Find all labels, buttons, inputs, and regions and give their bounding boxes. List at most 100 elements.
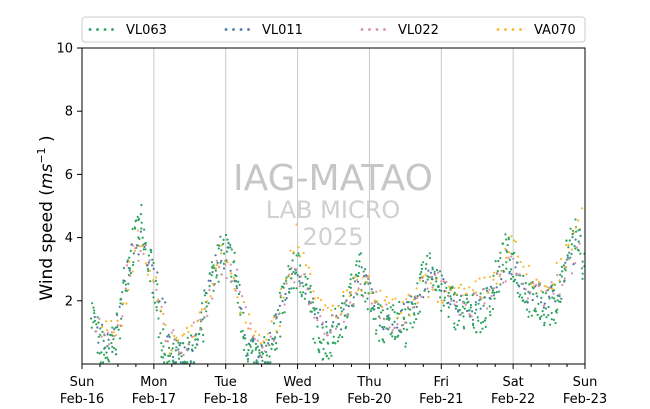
data-point bbox=[134, 227, 137, 230]
data-point bbox=[151, 258, 154, 261]
data-point bbox=[280, 287, 283, 291]
data-point bbox=[415, 305, 418, 308]
data-point bbox=[96, 351, 99, 354]
data-point bbox=[397, 312, 400, 315]
data-point bbox=[93, 319, 96, 322]
data-point bbox=[101, 323, 104, 326]
data-point bbox=[406, 306, 410, 309]
data-point bbox=[253, 361, 256, 364]
data-point bbox=[208, 288, 211, 292]
data-point bbox=[357, 287, 360, 290]
data-point bbox=[240, 330, 243, 333]
data-point bbox=[500, 278, 503, 281]
data-point bbox=[308, 287, 311, 290]
data-point bbox=[248, 313, 251, 316]
data-point bbox=[271, 343, 274, 346]
data-point bbox=[138, 245, 141, 248]
data-point bbox=[233, 251, 236, 254]
data-point bbox=[256, 345, 259, 348]
data-point bbox=[345, 299, 348, 302]
data-point bbox=[330, 354, 333, 357]
data-point bbox=[283, 303, 286, 306]
data-point bbox=[458, 299, 461, 302]
data-point bbox=[269, 335, 272, 338]
data-point bbox=[155, 276, 158, 279]
data-point bbox=[468, 286, 471, 289]
data-point bbox=[174, 338, 177, 341]
data-point bbox=[429, 276, 432, 279]
data-point bbox=[167, 346, 171, 349]
data-point bbox=[573, 245, 576, 248]
data-point bbox=[542, 304, 546, 307]
legend-marker-VA070 bbox=[496, 28, 500, 31]
data-point bbox=[192, 361, 196, 364]
data-point bbox=[418, 279, 421, 282]
data-point bbox=[187, 343, 190, 346]
y-axis-label-unit: ms bbox=[37, 164, 57, 190]
data-point bbox=[284, 278, 288, 281]
data-point bbox=[364, 300, 367, 303]
data-point bbox=[493, 271, 496, 274]
data-point bbox=[229, 246, 232, 249]
data-point bbox=[312, 290, 315, 293]
data-point bbox=[379, 304, 382, 307]
data-point bbox=[297, 246, 300, 249]
data-point bbox=[137, 253, 140, 256]
data-point bbox=[340, 302, 344, 305]
data-point bbox=[545, 316, 548, 319]
data-point bbox=[211, 266, 214, 269]
data-point bbox=[510, 235, 513, 238]
data-point bbox=[156, 300, 159, 303]
data-point bbox=[258, 351, 261, 355]
data-point bbox=[470, 315, 473, 318]
data-point bbox=[208, 285, 211, 288]
data-point bbox=[504, 247, 507, 250]
data-point bbox=[166, 340, 169, 343]
data-point bbox=[535, 283, 538, 286]
data-point bbox=[313, 313, 316, 316]
data-point bbox=[410, 295, 413, 298]
data-point bbox=[396, 323, 399, 326]
data-point bbox=[548, 297, 551, 300]
data-point bbox=[355, 260, 358, 263]
data-point bbox=[274, 313, 277, 316]
watermark: IAG-MATAO LAB MICRO 2025 bbox=[233, 158, 433, 251]
data-point bbox=[247, 327, 250, 330]
data-point bbox=[510, 268, 513, 271]
data-point bbox=[174, 349, 177, 352]
data-point bbox=[327, 357, 330, 360]
data-point bbox=[355, 278, 359, 281]
data-point bbox=[215, 259, 218, 262]
data-point bbox=[447, 295, 450, 298]
data-point bbox=[431, 268, 434, 271]
data-point bbox=[373, 304, 376, 308]
data-point bbox=[260, 351, 264, 354]
data-point bbox=[532, 282, 535, 285]
data-point bbox=[143, 245, 146, 249]
data-point bbox=[241, 295, 244, 298]
data-point bbox=[222, 267, 226, 270]
data-point bbox=[116, 323, 119, 327]
data-point bbox=[505, 261, 508, 264]
data-point bbox=[408, 314, 411, 317]
data-point bbox=[111, 350, 114, 353]
data-point bbox=[362, 295, 365, 298]
data-point bbox=[157, 336, 160, 339]
data-point bbox=[171, 347, 174, 350]
data-point bbox=[177, 353, 180, 356]
data-point bbox=[289, 249, 292, 252]
data-point bbox=[574, 238, 577, 241]
data-point bbox=[340, 312, 343, 315]
data-point bbox=[217, 280, 220, 283]
data-point bbox=[362, 276, 365, 279]
data-point bbox=[214, 267, 217, 270]
data-point bbox=[251, 349, 254, 352]
data-point bbox=[440, 289, 443, 292]
data-point bbox=[474, 312, 477, 315]
data-point bbox=[424, 288, 427, 291]
data-point bbox=[129, 249, 132, 252]
data-point bbox=[107, 358, 110, 361]
data-point bbox=[521, 282, 524, 285]
data-point bbox=[409, 308, 412, 311]
